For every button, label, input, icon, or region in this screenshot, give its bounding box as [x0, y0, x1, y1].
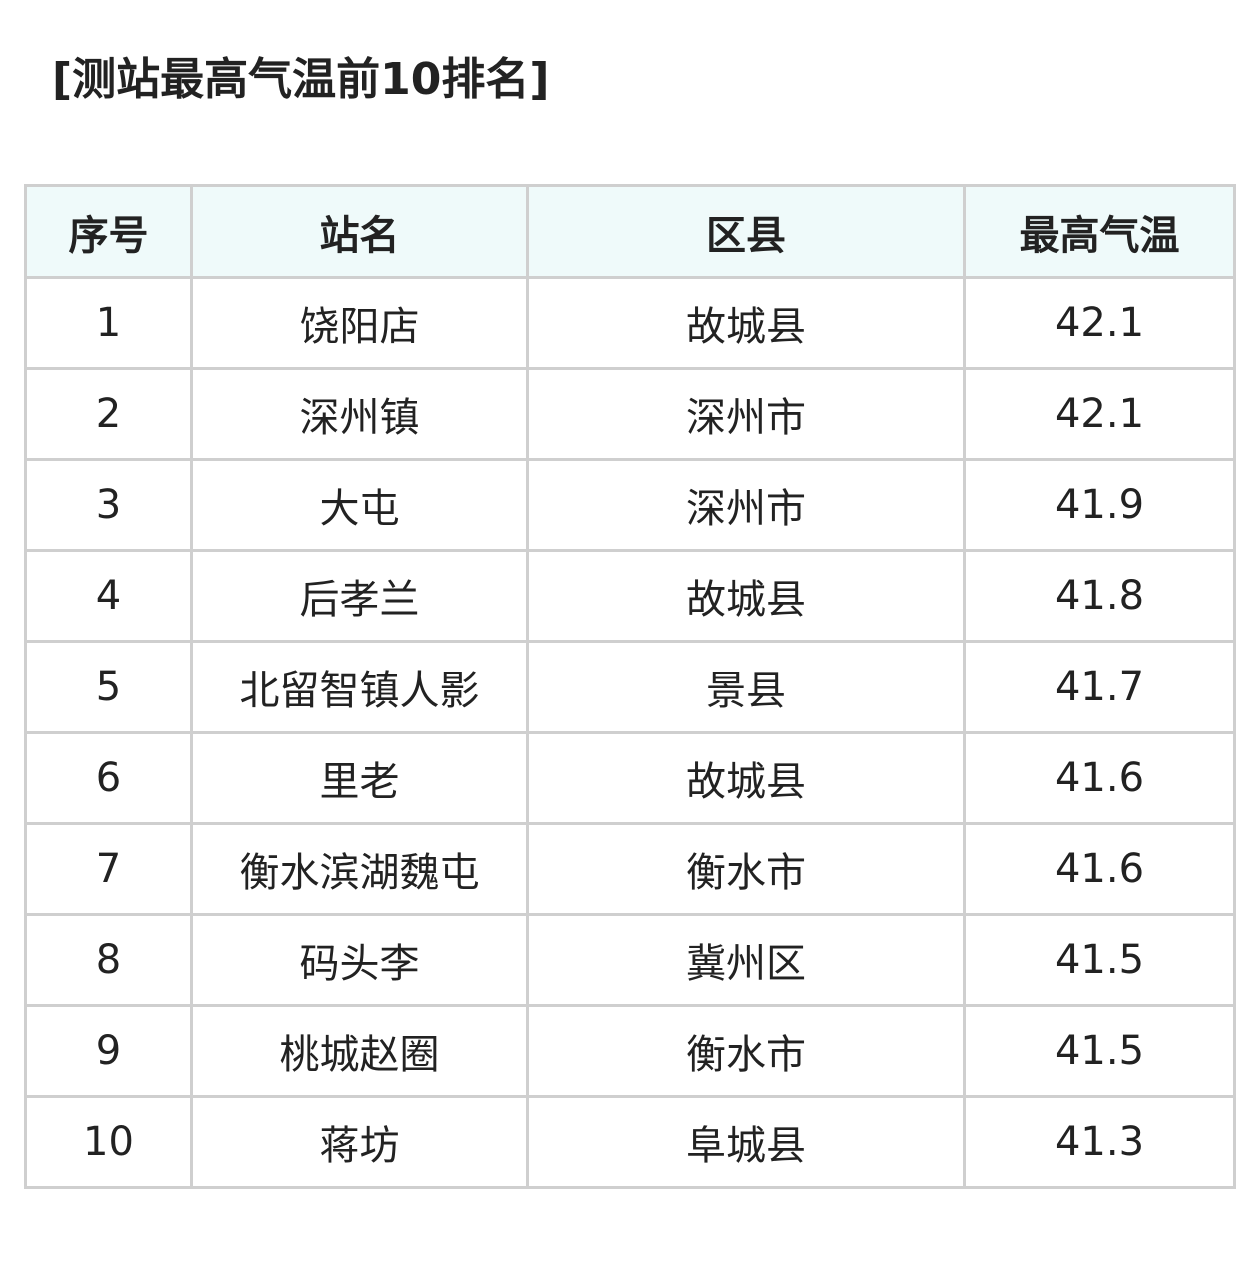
cell-station: 蒋坊	[190, 1095, 529, 1189]
cell-max-temp: 41.3	[963, 1095, 1236, 1189]
cell-station: 衡水滨湖魏屯	[190, 822, 529, 916]
cell-max-temp: 41.5	[963, 1004, 1236, 1098]
cell-station: 里老	[190, 731, 529, 825]
cell-rank: 10	[24, 1095, 193, 1189]
page-title: [测站最高气温前10排名]	[52, 54, 550, 105]
cell-rank: 8	[24, 913, 193, 1007]
cell-max-temp: 41.7	[963, 640, 1236, 734]
cell-max-temp: 41.9	[963, 458, 1236, 552]
cell-max-temp: 41.5	[963, 913, 1236, 1007]
table-row: 5 北留智镇人影 景县 41.7	[24, 640, 1236, 734]
cell-station: 后孝兰	[190, 549, 529, 643]
cell-station: 码头李	[190, 913, 529, 1007]
cell-county: 衡水市	[526, 822, 966, 916]
cell-county: 深州市	[526, 367, 966, 461]
table-row: 2 深州镇 深州市 42.1	[24, 367, 1236, 461]
table-row: 9 桃城赵圈 衡水市 41.5	[24, 1004, 1236, 1098]
table-row: 8 码头李 冀州区 41.5	[24, 913, 1236, 1007]
cell-rank: 7	[24, 822, 193, 916]
cell-rank: 2	[24, 367, 193, 461]
cell-station: 北留智镇人影	[190, 640, 529, 734]
cell-station: 大屯	[190, 458, 529, 552]
table-row: 10 蒋坊 阜城县 41.3	[24, 1095, 1236, 1189]
cell-county: 故城县	[526, 549, 966, 643]
cell-rank: 9	[24, 1004, 193, 1098]
cell-rank: 4	[24, 549, 193, 643]
cell-station: 深州镇	[190, 367, 529, 461]
header-rank: 序号	[24, 184, 193, 279]
table-row: 6 里老 故城县 41.6	[24, 731, 1236, 825]
cell-county: 故城县	[526, 276, 966, 370]
cell-max-temp: 41.6	[963, 731, 1236, 825]
cell-rank: 1	[24, 276, 193, 370]
header-max-temp: 最高气温	[963, 184, 1236, 279]
header-county: 区县	[526, 184, 966, 279]
table-row: 4 后孝兰 故城县 41.8	[24, 549, 1236, 643]
header-station: 站名	[190, 184, 529, 279]
cell-rank: 5	[24, 640, 193, 734]
table-header-row: 序号 站名 区县 最高气温	[24, 184, 1236, 279]
cell-county: 冀州区	[526, 913, 966, 1007]
cell-rank: 3	[24, 458, 193, 552]
cell-county: 景县	[526, 640, 966, 734]
cell-max-temp: 41.6	[963, 822, 1236, 916]
cell-station: 桃城赵圈	[190, 1004, 529, 1098]
cell-county: 深州市	[526, 458, 966, 552]
cell-station: 饶阳店	[190, 276, 529, 370]
cell-county: 衡水市	[526, 1004, 966, 1098]
ranking-table: 序号 站名 区县 最高气温 1 饶阳店 故城县 42.1 2 深州镇 深州市 42.1 3 大屯深…	[24, 184, 1236, 1189]
cell-max-temp: 42.1	[963, 367, 1236, 461]
cell-max-temp: 41.8	[963, 549, 1236, 643]
table-row: 3 大屯 深州市 41.9	[24, 458, 1236, 552]
cell-county: 故城县	[526, 731, 966, 825]
table-row: 1 饶阳店 故城县 42.1	[24, 276, 1236, 370]
cell-county: 阜城县	[526, 1095, 966, 1189]
cell-max-temp: 42.1	[963, 276, 1236, 370]
table-row: 7 衡水滨湖魏屯 衡水市 41.6	[24, 822, 1236, 916]
cell-rank: 6	[24, 731, 193, 825]
